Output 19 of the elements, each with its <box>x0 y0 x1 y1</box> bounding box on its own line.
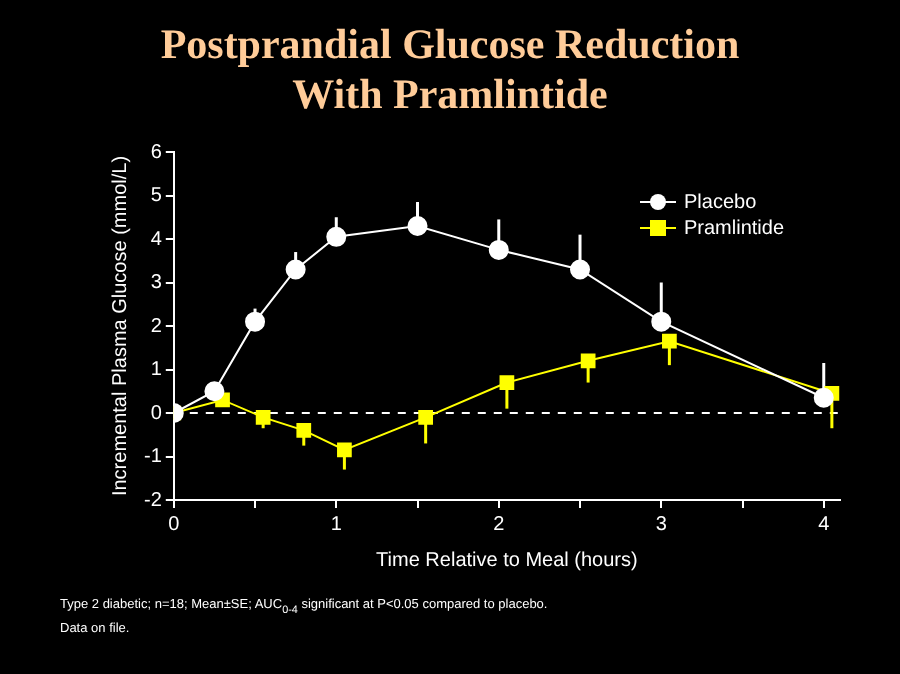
legend-label: Pramlintide <box>684 217 785 240</box>
y-tick-label: 2 <box>150 315 163 338</box>
chart-title: Postprandial Glucose Reduction With Pramlintide <box>158 18 742 122</box>
y-tick-label: 4 <box>150 228 163 251</box>
y-tick-label: -2 <box>143 489 163 512</box>
x-axis-title: Time Relative to Meal (hours) <box>376 549 638 572</box>
x-tick-label: 3 <box>655 513 668 536</box>
x-tick-label: 1 <box>330 513 343 536</box>
x-tick-label: 2 <box>493 513 506 536</box>
x-tick-label: 0 <box>168 513 181 536</box>
legend-label: Placebo <box>684 191 758 214</box>
y-tick-label: -1 <box>143 446 163 468</box>
y-tick-label: 6 <box>150 141 163 164</box>
x-tick-label: 4 <box>818 513 831 536</box>
y-tick-label: 1 <box>150 359 163 381</box>
y-tick-label: 5 <box>150 185 163 207</box>
y-tick-label: 0 <box>150 402 163 425</box>
y-axis-title: Incremental Plasma Glucose (mmol/L) <box>109 155 132 497</box>
y-tick-label: 3 <box>150 272 163 294</box>
